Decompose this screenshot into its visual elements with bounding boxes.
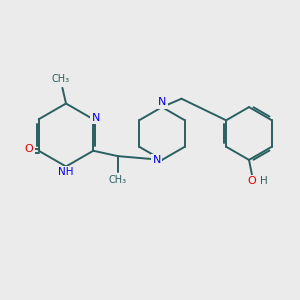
Text: H: H xyxy=(260,176,267,186)
Text: CH₃: CH₃ xyxy=(52,74,70,85)
Text: O: O xyxy=(247,176,256,186)
Text: O: O xyxy=(25,144,34,154)
Text: N: N xyxy=(158,97,166,107)
Text: CH₃: CH₃ xyxy=(109,175,127,184)
Text: NH: NH xyxy=(58,167,74,177)
Text: N: N xyxy=(92,113,100,123)
Text: N: N xyxy=(152,155,161,165)
